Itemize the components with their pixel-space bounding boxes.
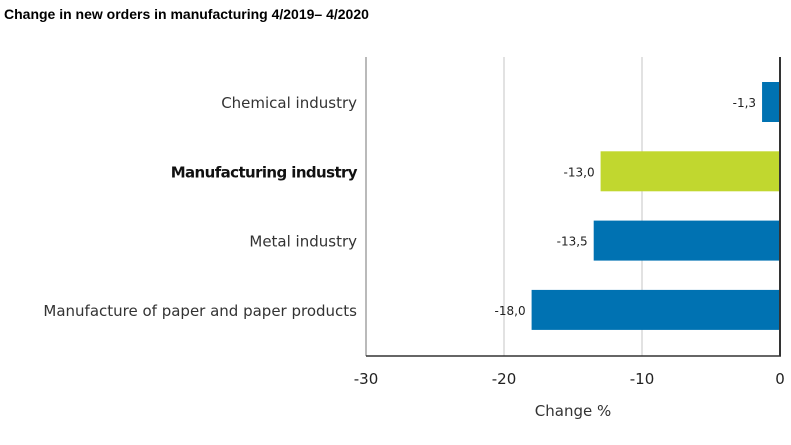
x-tick-label: -10 xyxy=(630,370,655,388)
category-label: Chemical industry xyxy=(221,94,357,112)
chart-title: Change in new orders in manufacturing 4/… xyxy=(4,6,369,22)
data-label: -18,0 xyxy=(495,304,526,318)
data-label: -13,0 xyxy=(564,165,595,179)
x-axis-title: Change % xyxy=(535,402,611,420)
category-label: Manufacture of paper and paper products xyxy=(43,302,357,320)
x-tick-label: -30 xyxy=(354,370,379,388)
data-label: -13,5 xyxy=(557,235,588,249)
bar xyxy=(593,220,780,261)
category-label: Manufacturing industry xyxy=(171,163,358,181)
x-tick-label: 0 xyxy=(775,370,785,388)
bar xyxy=(762,82,780,122)
bar xyxy=(531,289,780,330)
data-label: -1,3 xyxy=(733,96,756,110)
bar xyxy=(600,151,780,192)
category-label: Metal industry xyxy=(249,233,357,251)
x-tick-label: -20 xyxy=(492,370,517,388)
